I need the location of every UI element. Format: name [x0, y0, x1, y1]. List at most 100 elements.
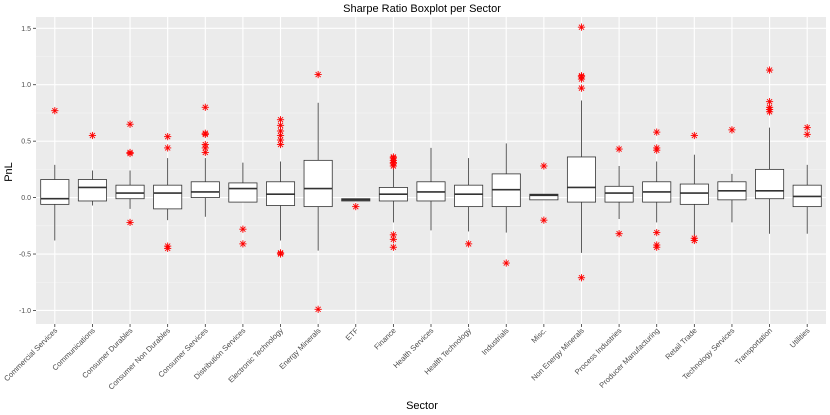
outlier-stroke	[653, 145, 660, 151]
x-tick-label: Retail Trade	[663, 326, 698, 361]
y-tick-label: -0.5	[19, 252, 31, 259]
box	[566, 156, 596, 203]
x-tick-label: Utilities	[788, 326, 812, 350]
box-group	[378, 153, 408, 251]
outlier-point	[577, 84, 586, 92]
box-group	[454, 158, 484, 248]
box-group	[755, 66, 785, 234]
outlier-stroke	[653, 244, 660, 251]
outlier-stroke	[277, 128, 284, 134]
outlier-point	[164, 144, 172, 152]
y-axis: -1.0 -0.5 0.0 0.5 1.0 1.5	[19, 26, 36, 315]
outlier-point	[540, 216, 548, 224]
outlier-point	[577, 23, 586, 31]
outlier-stroke	[541, 163, 547, 169]
x-tick-label: Transportation	[733, 326, 774, 367]
y-tick-label: 1.0	[21, 82, 31, 89]
x-tick-label: Consumer Non Durables	[107, 326, 173, 392]
outlier-point	[577, 274, 586, 282]
outlier-point	[314, 305, 322, 313]
outlier-stroke	[766, 104, 773, 111]
outlier-stroke	[465, 241, 472, 247]
box-group	[115, 120, 145, 227]
box-group	[717, 126, 747, 223]
outlier-stroke	[202, 149, 209, 156]
outlier-point	[615, 230, 623, 238]
outlier-stroke	[127, 219, 133, 226]
boxes-layer	[40, 23, 822, 313]
y-axis-title: PnL	[3, 162, 15, 182]
outlier-stroke	[390, 154, 397, 160]
outlier-stroke	[89, 132, 96, 139]
outlier-stroke	[390, 236, 397, 243]
box-group	[566, 23, 596, 282]
x-tick-label: Industrials	[480, 326, 511, 357]
box-group	[228, 162, 258, 248]
x-axis: Commercial ServicesCommunicationsConsume…	[2, 324, 812, 392]
outlier-stroke	[503, 260, 510, 266]
box-group	[40, 107, 70, 241]
x-tick-label: ETF	[344, 326, 361, 343]
outlier-stroke	[804, 124, 811, 131]
outlier-point	[389, 153, 397, 161]
outlier-stroke	[202, 104, 209, 111]
outlier-stroke	[578, 24, 585, 30]
outlier-point	[314, 70, 322, 79]
chart-title: Sharpe Ratio Boxplot per Sector	[343, 3, 501, 15]
outlier-point	[502, 259, 510, 267]
box	[153, 184, 183, 210]
outlier-stroke	[164, 133, 171, 140]
outlier-point	[540, 162, 548, 170]
outlier-stroke	[164, 145, 171, 151]
outlier-point	[276, 131, 285, 140]
outlier-point	[465, 240, 473, 248]
outlier-stroke	[390, 231, 397, 238]
y-tick-label: 0.5	[21, 139, 31, 146]
box	[604, 185, 634, 203]
outlier-point	[201, 129, 209, 137]
y-tick-label: 1.5	[21, 26, 31, 33]
outlier-point	[389, 243, 397, 251]
box-group	[491, 143, 521, 267]
box-group	[792, 124, 822, 234]
outlier-stroke	[766, 98, 773, 105]
outlier-stroke	[315, 306, 321, 313]
x-tick-label: Finance	[372, 326, 397, 351]
box	[303, 159, 333, 208]
outlier-point	[577, 72, 586, 80]
outlier-stroke	[804, 131, 811, 138]
x-tick-label: Commercial Services	[2, 326, 59, 383]
outlier-stroke	[127, 149, 133, 156]
outlier-point	[164, 133, 172, 141]
box-group	[341, 198, 371, 211]
box-group	[416, 147, 446, 231]
outlier-point	[352, 203, 360, 211]
outlier-stroke	[277, 122, 284, 129]
outlier-stroke	[691, 237, 698, 244]
box	[115, 184, 145, 200]
outlier-stroke	[578, 85, 585, 91]
outlier-stroke	[277, 132, 284, 139]
x-axis-title: Sector	[406, 400, 438, 412]
outlier-point	[126, 218, 134, 227]
box-group	[679, 131, 709, 245]
outlier-point	[690, 236, 698, 245]
box-group	[77, 131, 107, 206]
outlier-point	[653, 228, 661, 237]
outlier-point	[728, 126, 736, 134]
outlier-stroke	[616, 146, 622, 152]
outlier-stroke	[691, 132, 698, 139]
outlier-stroke	[277, 137, 284, 143]
box-group	[266, 116, 296, 258]
outlier-point	[803, 130, 811, 138]
outlier-point	[126, 148, 134, 157]
y-tick-label: -1.0	[19, 308, 31, 315]
outlier-stroke	[578, 274, 585, 281]
outlier-point	[239, 225, 247, 233]
outlier-point	[389, 235, 397, 243]
outlier-stroke	[653, 129, 660, 135]
box-group	[190, 103, 220, 217]
outlier-stroke	[277, 141, 284, 148]
outlier-point	[803, 124, 811, 132]
outlier-stroke	[240, 226, 246, 233]
